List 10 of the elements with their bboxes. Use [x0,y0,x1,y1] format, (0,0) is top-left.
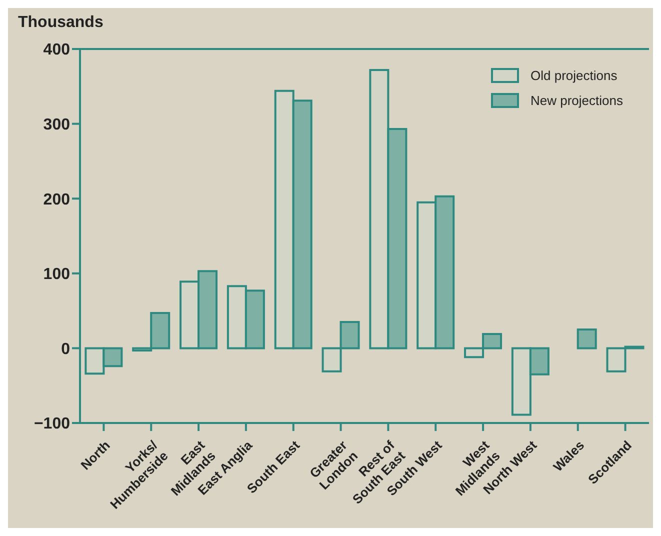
legend-label: New projections [530,93,623,108]
y-tick-label: 100 [43,266,70,284]
y-tick-label: 300 [43,116,70,134]
y-tick-label: −100 [34,416,70,433]
legend-label: Old projections [530,68,618,83]
y-tick-label: 400 [43,42,70,59]
y-tick-label: 200 [43,191,70,208]
bar [576,328,597,350]
y-tick-label: 0 [61,340,70,358]
y-axis-title: Thousands [18,14,104,32]
